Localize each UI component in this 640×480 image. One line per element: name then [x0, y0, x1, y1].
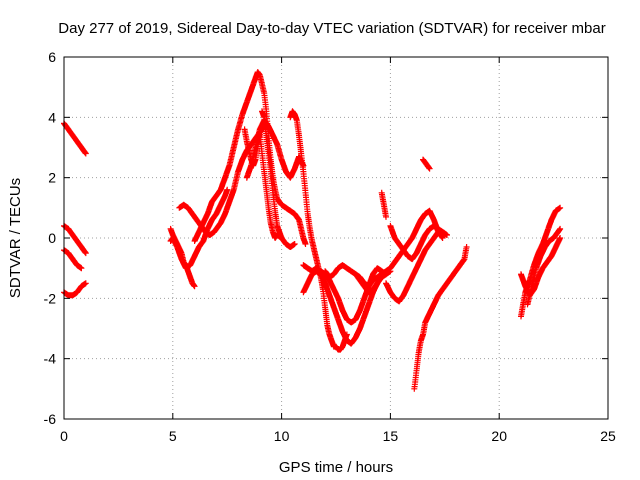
chart-title: Day 277 of 2019, Sidereal Day-to-day VTE…: [58, 20, 605, 37]
series-t6: [167, 186, 231, 272]
y-tick-label: 0: [48, 230, 56, 246]
x-axis-label: GPS time / hours: [279, 459, 393, 476]
data-point-markers: [61, 120, 89, 157]
series-t16: [352, 207, 446, 290]
axis-ticks: 0 5 10 15 20 25 -6 -4 -2 0 2 4 6: [44, 49, 616, 444]
x-tick-label: 15: [383, 428, 399, 444]
data-point-markers: [287, 108, 350, 353]
data-point-markers: [61, 280, 89, 299]
series-t12: [287, 108, 350, 353]
series-t4: [61, 280, 89, 299]
x-tick-label: 5: [169, 428, 177, 444]
series-t24: [524, 225, 564, 308]
data-point-markers: [300, 268, 381, 347]
grid: [64, 57, 608, 419]
data-point-markers: [411, 244, 470, 392]
y-tick-label: 2: [48, 170, 56, 186]
data-point-markers: [259, 108, 285, 241]
y-tick-label: 4: [48, 109, 56, 125]
y-tick-label: -4: [44, 351, 57, 367]
data-point-markers: [420, 156, 433, 172]
series-t17: [383, 229, 442, 305]
x-tick-label: 10: [274, 428, 290, 444]
series-t19: [387, 222, 450, 263]
y-axis-label: SDTVAR / TECUs: [7, 178, 24, 298]
y-tick-label: -6: [44, 411, 57, 427]
data-point-markers: [167, 186, 231, 272]
x-tick-label: 25: [600, 428, 616, 444]
data-point-markers: [61, 247, 85, 272]
x-tick-label: 20: [491, 428, 507, 444]
data-point-markers: [524, 225, 564, 308]
series-t1: [61, 120, 89, 157]
series-t14: [300, 268, 381, 347]
data-point-markers: [383, 229, 442, 305]
series-t3: [61, 247, 85, 272]
data-marks: [61, 69, 564, 392]
series-t20: [420, 156, 433, 172]
y-tick-label: 6: [48, 49, 56, 65]
data-point-markers: [352, 207, 446, 290]
x-tick-label: 0: [60, 428, 68, 444]
series-t18: [378, 189, 389, 220]
series-t11: [259, 108, 285, 241]
data-point-markers: [378, 189, 389, 220]
y-tick-label: -2: [44, 290, 57, 306]
series-t21: [411, 244, 470, 392]
data-point-markers: [387, 222, 450, 263]
